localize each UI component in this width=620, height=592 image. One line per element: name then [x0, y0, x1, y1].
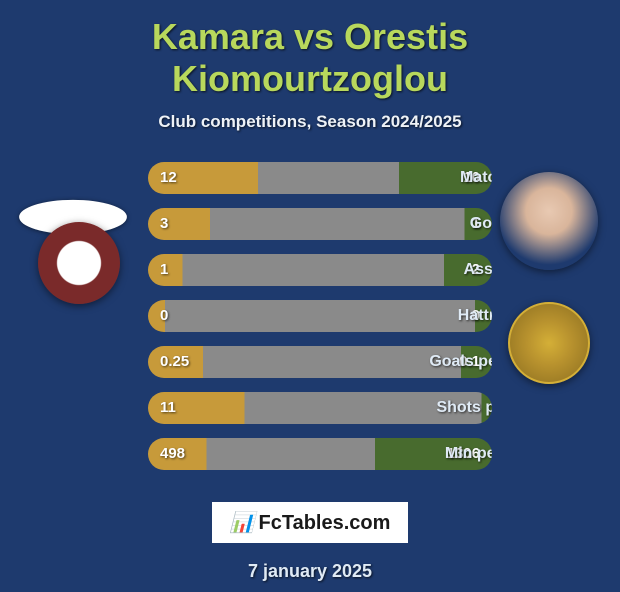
- snapshot-date: 7 january 2025: [10, 561, 610, 582]
- stat-bars: 1210Matches31Goals12Assists00Hattricks0.…: [148, 162, 492, 484]
- site-logo[interactable]: 📊FcTables.com: [212, 502, 409, 543]
- stat-row: 12Assists: [148, 254, 492, 286]
- stat-left-value: 12: [148, 162, 189, 194]
- stat-label: Shots per goal: [320, 392, 492, 424]
- stat-label: Goals per match: [320, 346, 492, 378]
- club-right-badge: [508, 302, 590, 384]
- chart-icon: 📊: [230, 512, 255, 534]
- site-name: FcTables.com: [259, 512, 391, 534]
- stat-left-value: 1: [148, 254, 180, 286]
- stat-left-value: 0.25: [148, 346, 201, 378]
- stat-label: Min per goal: [320, 438, 492, 470]
- subtitle: Club competitions, Season 2024/2025: [10, 112, 610, 132]
- stat-row: 4981306Min per goal: [148, 438, 492, 470]
- stat-label: Matches: [320, 162, 492, 194]
- stat-row: 1210Matches: [148, 162, 492, 194]
- player-right-avatar: [500, 172, 598, 270]
- stat-left-value: 3: [148, 208, 180, 240]
- stat-row: 11 Shots per goal: [148, 392, 492, 424]
- club-left-badge: [38, 222, 120, 304]
- stat-label: Goals: [320, 208, 492, 240]
- stat-row: 31Goals: [148, 208, 492, 240]
- stat-left-value: 0: [148, 300, 180, 332]
- comparison-area: 1210Matches31Goals12Assists00Hattricks0.…: [10, 162, 610, 492]
- stat-label: Assists: [320, 254, 492, 286]
- page-title: Kamara vs Orestis Kiomourtzoglou: [10, 16, 610, 100]
- stat-label: Hattricks: [320, 300, 492, 332]
- stat-left-value: 11: [148, 392, 188, 424]
- stat-row: 0.250.1Goals per match: [148, 346, 492, 378]
- stat-left-value: 498: [148, 438, 197, 470]
- stat-row: 00Hattricks: [148, 300, 492, 332]
